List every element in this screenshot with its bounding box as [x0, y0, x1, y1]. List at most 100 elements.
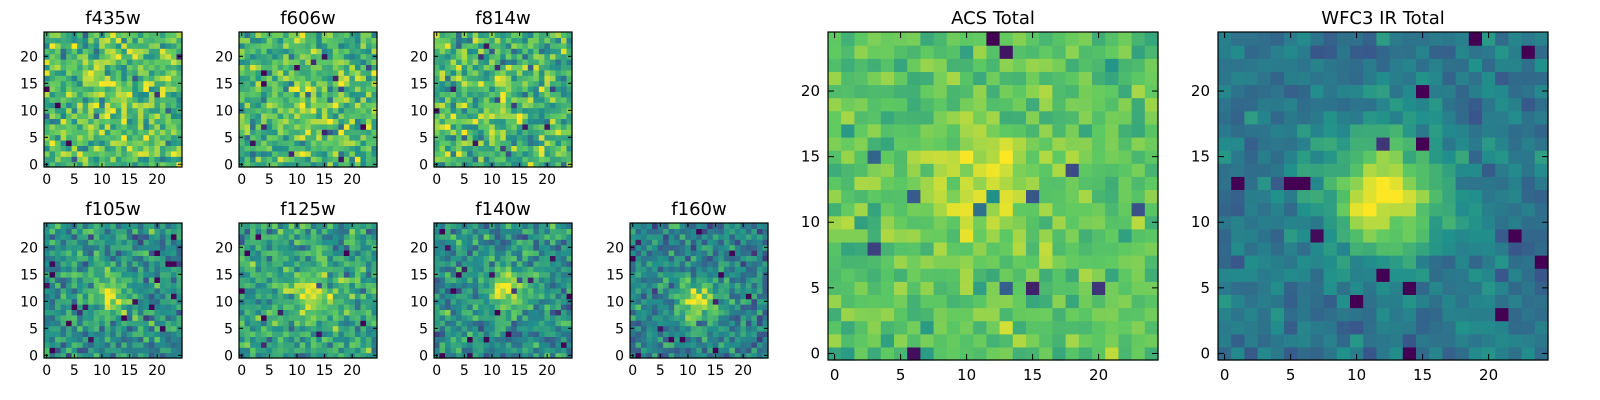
heatmap-cell: [165, 287, 172, 294]
heatmap-cell: [66, 48, 73, 55]
heatmap-cell: [82, 80, 89, 87]
heatmap-cell: [71, 347, 78, 354]
heatmap-cell: [511, 298, 518, 305]
heatmap-cell: [99, 244, 106, 251]
heatmap-cell: [354, 75, 362, 82]
heatmap-cells: [239, 32, 378, 168]
heatmap-cell: [354, 341, 362, 348]
heatmap-cell: [456, 244, 463, 251]
heatmap-cell: [165, 69, 172, 76]
heatmap-cell: [1105, 228, 1119, 243]
heatmap-cell: [641, 260, 648, 267]
heatmap-cell: [527, 118, 534, 125]
heatmap-cell: [456, 309, 463, 316]
heatmap-cell: [349, 336, 356, 343]
heatmap-cell: [104, 250, 111, 256]
heatmap-cell: [854, 320, 869, 335]
heatmap-cell: [176, 123, 183, 130]
heatmap-cell: [685, 293, 692, 300]
heatmap-cell: [668, 260, 675, 267]
heatmap-cell: [332, 304, 339, 310]
heatmap-cell: [751, 287, 758, 294]
heatmap-cell: [132, 156, 139, 163]
heatmap-cell: [170, 325, 178, 332]
heatmap-cell: [55, 113, 62, 119]
heatmap-cell: [538, 282, 545, 289]
heatmap-cell: [685, 314, 692, 321]
heatmap-cell: [489, 347, 496, 354]
heatmap-cell: [538, 304, 545, 310]
heatmap-cell: [170, 156, 178, 163]
x-tick-label: 5: [265, 363, 274, 379]
heatmap-cell: [867, 320, 882, 335]
heatmap-cell: [239, 75, 246, 82]
heatmap-cell: [250, 64, 257, 71]
heatmap-cell: [1131, 255, 1146, 269]
heatmap-cell: [560, 123, 568, 130]
heatmap-cell: [321, 255, 328, 262]
heatmap-cell: [55, 134, 62, 141]
heatmap-cell: [734, 277, 741, 283]
heatmap-cell: [299, 347, 306, 354]
heatmap-cell: [283, 129, 290, 136]
heatmap-cell: [1105, 163, 1119, 177]
heatmap-cell: [110, 293, 117, 300]
heatmap-cell: [511, 260, 518, 267]
heatmap-cell: [555, 250, 562, 256]
heatmap-cell: [316, 48, 323, 55]
heatmap-cell: [494, 255, 501, 262]
heatmap-cell: [305, 118, 312, 125]
heatmap-cell: [489, 118, 496, 125]
heatmap-cell: [483, 282, 490, 289]
heatmap-cell: [1026, 346, 1040, 361]
heatmap-cell: [973, 320, 987, 335]
heatmap-cell: [266, 304, 273, 310]
heatmap-cell: [740, 244, 747, 251]
heatmap-cell: [110, 341, 117, 348]
heatmap-cell: [115, 304, 122, 310]
heatmap-cell: [266, 102, 273, 109]
heatmap-cell: [679, 309, 686, 316]
heatmap-cell: [266, 341, 273, 348]
x-tick-label: 20: [734, 363, 752, 379]
heatmap-cell: [533, 223, 540, 229]
heatmap-cell: [472, 53, 479, 60]
heatmap-cell: [986, 189, 1001, 204]
heatmap-cell: [165, 239, 172, 246]
heatmap-cell: [250, 156, 257, 163]
heatmap-cell: [159, 244, 167, 251]
heatmap-cell: [77, 161, 84, 168]
heatmap-cell: [121, 266, 128, 273]
heatmap-cell: [349, 64, 356, 71]
heatmap-cell: [170, 53, 178, 60]
heatmap-cell: [500, 161, 507, 168]
heatmap-cell: [115, 255, 122, 262]
heatmap-cell: [751, 255, 758, 262]
heatmap-cell: [828, 281, 842, 295]
heatmap-cell: [729, 298, 736, 305]
heatmap-cell: [729, 341, 736, 348]
heatmap-cell: [88, 223, 95, 229]
heatmap-cell: [555, 325, 562, 332]
heatmap-cell: [354, 282, 362, 289]
heatmap-cell: [690, 260, 697, 267]
heatmap-cell: [663, 223, 670, 229]
heatmap-cell: [299, 113, 306, 119]
heatmap-cell: [467, 48, 474, 55]
heatmap-cell: [354, 53, 362, 60]
heatmap-cell: [77, 250, 84, 256]
heatmap-cell: [316, 271, 323, 278]
heatmap-cell: [343, 347, 350, 354]
heatmap-cell: [82, 320, 89, 327]
heatmap-cell: [165, 86, 172, 92]
heatmap-cell: [999, 176, 1014, 191]
heatmap-cell: [82, 150, 89, 157]
heatmap-cell: [104, 223, 111, 229]
heatmap-cell: [841, 163, 855, 177]
heatmap-cell: [93, 223, 100, 229]
heatmap-cell: [494, 37, 501, 44]
heatmap-cell: [867, 241, 882, 256]
heatmap-cell: [533, 80, 540, 87]
panel-title: f814w: [475, 8, 530, 29]
